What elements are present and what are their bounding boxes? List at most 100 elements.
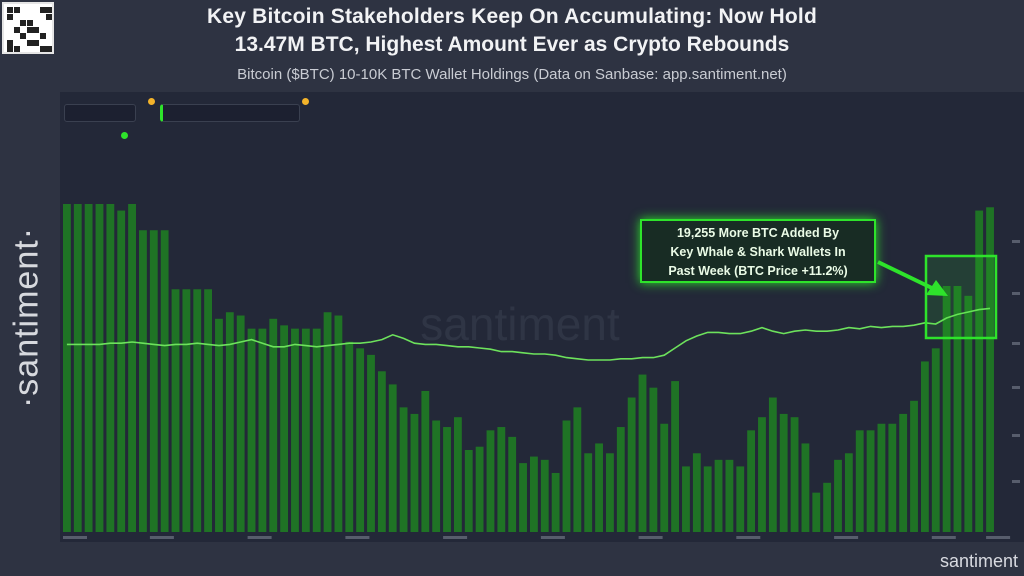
chart-bar xyxy=(834,459,842,532)
chart-bar xyxy=(475,446,484,532)
chart-bar xyxy=(899,413,908,532)
x-tick-label xyxy=(986,536,1011,539)
chart-bar xyxy=(779,413,788,532)
chart-bar xyxy=(312,328,321,532)
chart-bar xyxy=(508,436,517,532)
chart-bar xyxy=(95,204,104,532)
santiment-footer-logo: santiment xyxy=(939,551,1018,571)
annotation-arrow xyxy=(877,260,937,292)
chart-bar xyxy=(920,361,929,532)
chart-bar xyxy=(323,312,332,532)
chart-bar xyxy=(844,453,853,532)
chart-bar xyxy=(855,430,864,532)
y-tick-label xyxy=(1012,292,1020,295)
chart-title-line1: Key Bitcoin Stakeholders Keep On Accumul… xyxy=(207,5,817,28)
chart-bar xyxy=(627,397,636,532)
chart-bar xyxy=(725,459,734,532)
qr-cell xyxy=(26,39,33,46)
annotation-line3: Past Week (BTC Price +11.2%) xyxy=(668,264,848,278)
qr-cell xyxy=(33,39,39,46)
chart-bar xyxy=(84,204,93,532)
qr-cell xyxy=(20,33,26,39)
y-tick-label xyxy=(1012,434,1020,437)
qr-cell xyxy=(7,7,13,13)
chart-bar xyxy=(768,397,777,532)
chart-bar xyxy=(866,430,875,532)
toggle-dot[interactable] xyxy=(121,132,128,139)
metric-status-dot-2 xyxy=(302,98,309,105)
chart-bar xyxy=(269,318,278,532)
chart-bar xyxy=(247,328,256,532)
chart-bar xyxy=(291,328,299,532)
x-tick-label xyxy=(638,536,663,539)
chart-bar xyxy=(399,407,408,532)
chart-bar xyxy=(236,315,245,532)
chart-bar xyxy=(671,381,680,532)
chart-bar xyxy=(171,289,180,532)
chart-bar xyxy=(790,417,799,532)
y-tick-label xyxy=(1012,386,1020,389)
chart-bar xyxy=(486,430,495,532)
chart-bar xyxy=(931,348,940,532)
chart-bar xyxy=(334,315,343,532)
chart-bar xyxy=(128,204,136,532)
chart-bar xyxy=(660,423,669,532)
chart-bar xyxy=(888,423,897,532)
chart-bar xyxy=(106,204,115,532)
chart-bar xyxy=(388,384,397,532)
qr-cell xyxy=(13,46,20,52)
qr-cell xyxy=(46,46,52,52)
chart-bar xyxy=(356,348,365,532)
chart-bar xyxy=(562,420,571,532)
chart-bar xyxy=(519,463,527,532)
chart-bar xyxy=(540,459,549,532)
x-tick-label xyxy=(63,536,87,539)
qr-cell xyxy=(39,46,46,52)
chart-bar xyxy=(986,207,994,532)
watermark-text: santiment xyxy=(420,298,620,350)
chart-bar xyxy=(215,318,223,532)
chart-bar xyxy=(975,210,984,532)
chart-bar xyxy=(464,450,473,532)
qr-cell xyxy=(33,26,39,33)
chart-bar xyxy=(345,341,354,532)
chart-bar xyxy=(823,482,832,532)
chart-title-line2: 13.47M BTC, Highest Amount Ever as Crypt… xyxy=(234,33,790,56)
x-tick-label xyxy=(247,536,272,539)
header: Key Bitcoin Stakeholders Keep On Accumul… xyxy=(0,0,1024,62)
chart-bar xyxy=(649,387,658,532)
chart-bar xyxy=(139,230,147,533)
chart-bar xyxy=(942,286,951,532)
chart-bar xyxy=(953,286,962,532)
chart-bar xyxy=(421,390,430,532)
chart-bar xyxy=(149,230,158,533)
chart-bar xyxy=(443,427,451,532)
chart-bar xyxy=(453,417,462,532)
chart-bar xyxy=(595,443,603,532)
chart-bar xyxy=(160,230,169,533)
qr-cell xyxy=(7,46,13,52)
x-tick-label xyxy=(149,536,174,539)
x-tick-label xyxy=(931,536,956,539)
chart-bar xyxy=(551,472,560,532)
chart-bar xyxy=(606,453,614,532)
metric-selector[interactable] xyxy=(64,104,136,122)
qr-cell xyxy=(7,39,13,46)
qr-cell xyxy=(39,7,46,13)
qr-cell xyxy=(39,33,46,39)
qr-cell xyxy=(20,20,26,26)
chart-bar xyxy=(877,423,886,532)
chart-bar xyxy=(204,289,213,532)
chart-bar xyxy=(703,466,712,532)
x-tick-label xyxy=(345,536,370,539)
chart-bar xyxy=(377,371,386,532)
chart-bar xyxy=(432,420,441,532)
qr-cell xyxy=(46,7,52,13)
chart-bar xyxy=(812,492,821,532)
highlight-box xyxy=(924,254,998,340)
chart-bar xyxy=(367,354,375,532)
x-tick-label xyxy=(834,536,859,539)
qr-cell xyxy=(13,7,20,13)
metric-selector-2[interactable] xyxy=(160,104,300,122)
